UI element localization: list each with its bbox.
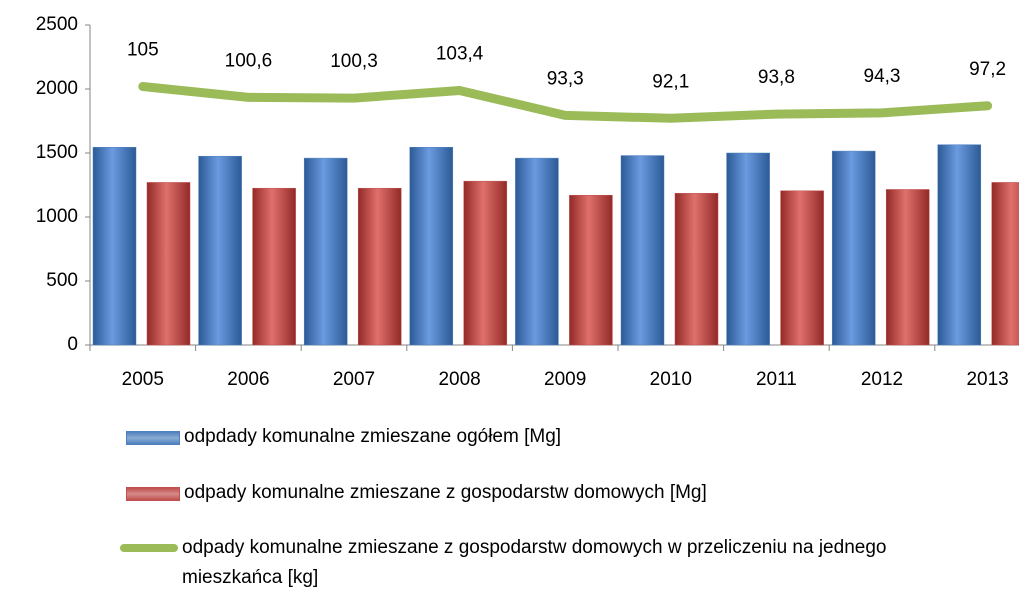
data-label: 100,6 (225, 50, 273, 71)
bar (780, 190, 824, 346)
bar (726, 152, 770, 346)
bar (515, 157, 559, 346)
legend-label: odpady komunalne zmieszane z gospodarstw… (182, 537, 887, 588)
legend-label: odpady komunalne zmieszane z gospodarstw… (184, 482, 707, 503)
data-label: 100,3 (330, 51, 378, 72)
x-tick-label: 2007 (333, 369, 375, 390)
x-tick-label: 2010 (650, 369, 692, 390)
y-tick-label: 500 (46, 270, 78, 291)
legend-item: odpady komunalne zmieszane z gospodarstw… (120, 478, 980, 508)
x-tick-label: 2005 (122, 369, 164, 390)
legend-item: odpady komunalne zmieszane z gospodarstw… (120, 533, 980, 593)
bar (92, 146, 137, 346)
bar (146, 182, 191, 346)
bar (885, 189, 930, 346)
plot-area (85, 24, 1019, 351)
bar (569, 194, 613, 346)
data-label: 93,8 (758, 67, 795, 88)
x-tick-label: 2012 (861, 369, 903, 390)
data-label: 103,4 (436, 43, 484, 64)
bar (674, 193, 719, 346)
line (138, 82, 993, 123)
y-tick-label: 0 (67, 334, 78, 355)
x-tick-label: 2011 (756, 369, 797, 390)
bar (937, 144, 982, 346)
bar (357, 187, 402, 346)
data-label: 97,2 (969, 59, 1006, 80)
y-tick-label: 2000 (36, 78, 78, 99)
x-tick-label: 2008 (438, 369, 480, 390)
x-tick-label: 2006 (227, 369, 269, 390)
data-label: 92,1 (652, 71, 689, 92)
bar (252, 187, 296, 346)
legend-label: odpdady komunalne zmieszane ogółem [Mg] (184, 426, 562, 447)
bar (409, 146, 454, 346)
bar (198, 155, 242, 346)
data-label: 105 (127, 40, 159, 61)
y-tick-label: 1500 (36, 142, 78, 163)
bar (620, 155, 665, 346)
y-tick-label: 2500 (36, 14, 78, 35)
bar (831, 150, 876, 346)
legend-swatch (126, 431, 180, 445)
legend-swatch (120, 544, 178, 552)
bar (991, 182, 1019, 346)
x-tick-label: 2013 (966, 369, 1008, 390)
bar (463, 180, 508, 346)
data-label: 94,3 (864, 66, 901, 87)
bar (303, 157, 348, 346)
legend-swatch (126, 487, 180, 501)
data-label: 93,3 (547, 68, 584, 89)
y-tick-label: 1000 (36, 206, 78, 227)
x-tick-label: 2009 (544, 369, 586, 390)
legend-item: odpdady komunalne zmieszane ogółem [Mg] (120, 422, 980, 452)
